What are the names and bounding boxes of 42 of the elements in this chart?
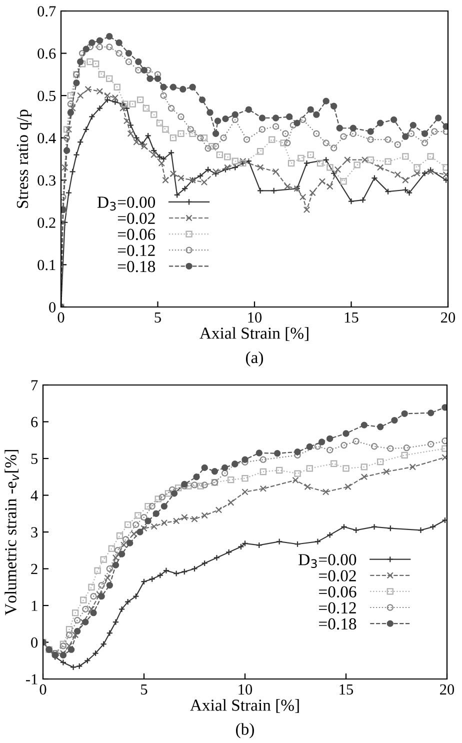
y-tick-label: 0.3	[38, 175, 56, 186]
y-tick-label: 0.7	[38, 6, 56, 17]
y-tick-label: 1	[32, 600, 38, 611]
legend-label: D$_{3}$=0.00	[97, 196, 156, 211]
text: (a)	[246, 351, 264, 367]
legend-label: =0.06	[118, 228, 156, 240]
legend-label: =0.18	[319, 618, 356, 630]
y-tick-label: 6	[31, 416, 38, 428]
x-axis-title: Axial Strain [%]	[190, 699, 299, 713]
legend-label: =0.06	[319, 586, 356, 598]
legend-label: =0.18	[118, 260, 156, 272]
x-tick-label: 15	[340, 684, 354, 695]
y-tick-label: 7	[32, 380, 38, 390]
legend-label: =0.02	[319, 570, 356, 582]
legend-label: =0.02	[118, 212, 155, 224]
y-tick-label: 4	[30, 490, 38, 501]
y-tick-label: 0.6	[38, 48, 56, 59]
y-tick-label: 0	[31, 637, 38, 648]
y-axis-title: Volumetric strain -e$_{v}$[%]	[4, 450, 19, 616]
text: (b)	[236, 723, 254, 738]
y-tick-label: 0	[49, 302, 56, 312]
x-tick-label: 10	[248, 312, 262, 323]
x-axis-title: Axial Strain [%]	[200, 327, 308, 341]
y-axis-title: Stress ratio q/p	[16, 110, 32, 208]
legend-label: =0.12	[319, 602, 356, 614]
y-tick-label: 0.5	[38, 90, 56, 102]
x-tick-label: 5	[141, 684, 148, 695]
y-tick-label: 2	[31, 564, 38, 574]
x-tick-label: 5	[154, 312, 161, 323]
y-tick-label: 5	[31, 454, 38, 464]
x-tick-label: 20	[441, 312, 456, 323]
y-tick-label: 0.1	[38, 260, 56, 270]
y-tick-label: 0.4	[38, 133, 56, 144]
x-tick-label: 20	[440, 684, 454, 695]
legend-label: D$_{3}$=0.00	[298, 554, 356, 568]
x-tick-label: 10	[238, 684, 252, 695]
x-tick-label: 0	[58, 312, 64, 323]
y-tick-label: 0.2	[38, 218, 56, 228]
y-tick-label: -1	[26, 674, 38, 684]
y-tick-label: 3	[31, 527, 38, 538]
x-tick-label: 15	[344, 312, 358, 323]
legend-label: =0.12	[118, 244, 155, 256]
